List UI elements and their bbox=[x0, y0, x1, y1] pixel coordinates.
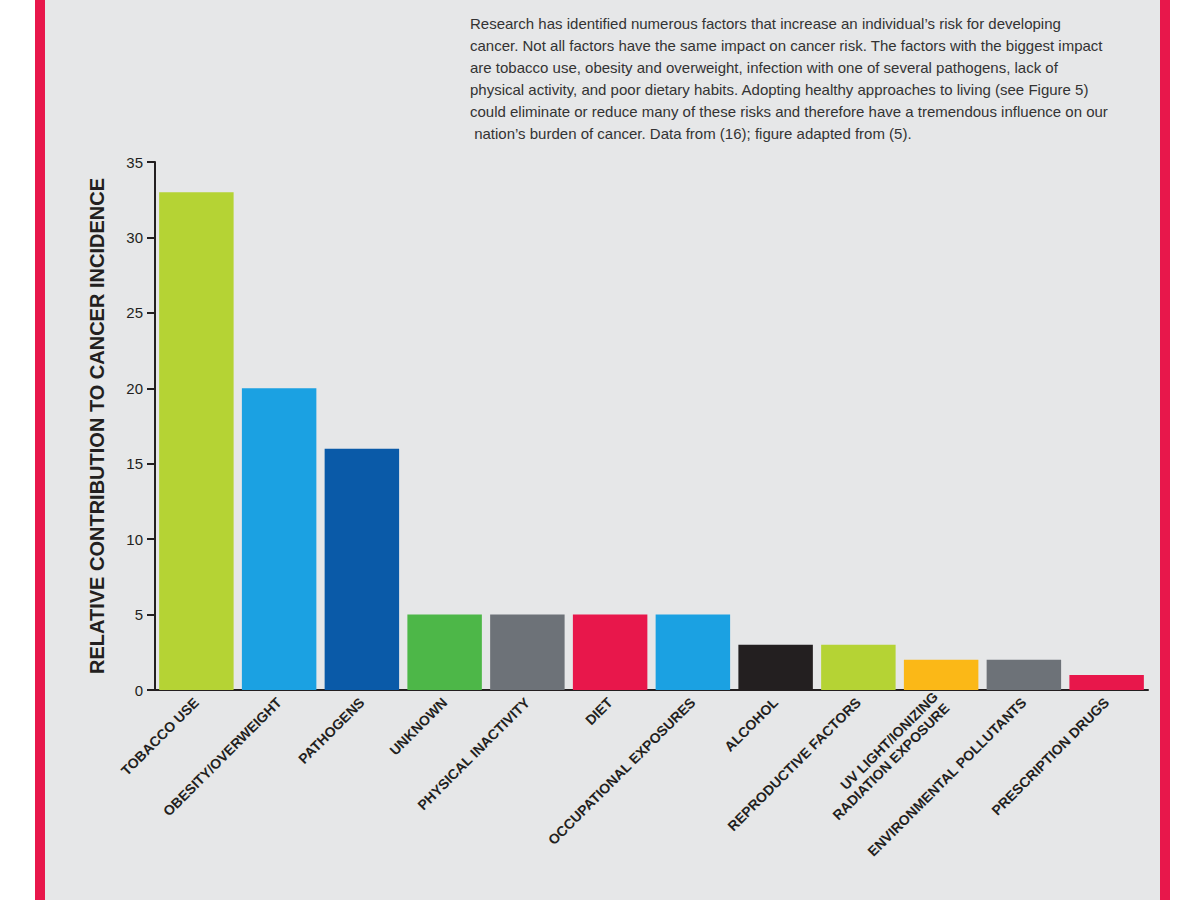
svg-text:cancer. Not all factors have t: cancer. Not all factors have the same im… bbox=[470, 37, 1107, 54]
svg-text:35: 35 bbox=[126, 154, 143, 171]
svg-text:Research has identified numero: Research has identified numerous factors… bbox=[470, 15, 1065, 32]
svg-text:RADIATION EXPOSURE: RADIATION EXPOSURE bbox=[829, 700, 952, 823]
svg-text:0: 0 bbox=[135, 682, 143, 699]
svg-text:ENVIRONMENTAL POLLUTANTS: ENVIRONMENTAL POLLUTANTS bbox=[864, 694, 1029, 859]
svg-text:PRESCRIPTION DRUGS: PRESCRIPTION DRUGS bbox=[988, 694, 1112, 818]
svg-text:nation’s burden of cancer. Dat: nation’s burden of cancer. Data from (16… bbox=[470, 125, 912, 142]
svg-text:physical activity, and poor di: physical activity, and poor dietary habi… bbox=[470, 81, 1093, 98]
svg-text:PHYSICAL INACTIVITY: PHYSICAL INACTIVITY bbox=[414, 694, 533, 813]
svg-text:DIET: DIET bbox=[582, 694, 616, 728]
svg-text:TOBACCO USE: TOBACCO USE bbox=[118, 694, 202, 778]
svg-text:PATHOGENS: PATHOGENS bbox=[295, 694, 367, 766]
svg-text:OBESITY/OVERWEIGHT: OBESITY/OVERWEIGHT bbox=[160, 694, 285, 819]
svg-text:OCCUPATIONAL EXPOSURES: OCCUPATIONAL EXPOSURES bbox=[545, 694, 699, 848]
svg-text:REPRODUCTIVE FACTORS: REPRODUCTIVE FACTORS bbox=[724, 694, 864, 834]
svg-text:25: 25 bbox=[126, 304, 143, 321]
svg-text:20: 20 bbox=[126, 380, 143, 397]
svg-text:10: 10 bbox=[126, 531, 143, 548]
svg-text:could eliminate or reduce many: could eliminate or reduce many of these … bbox=[470, 103, 1108, 120]
svg-text:RELATIVE CONTRIBUTION TO CANCE: RELATIVE CONTRIBUTION TO CANCER INCIDENC… bbox=[86, 178, 108, 674]
svg-text:are tobacco use, obesity and o: are tobacco use, obesity and overweight,… bbox=[470, 59, 1062, 76]
svg-text:ALCOHOL: ALCOHOL bbox=[721, 694, 782, 755]
svg-text:30: 30 bbox=[126, 229, 143, 246]
svg-text:UV LIGHT/IONIZING: UV LIGHT/IONIZING bbox=[837, 689, 941, 793]
svg-text:15: 15 bbox=[126, 455, 143, 472]
svg-text:5: 5 bbox=[135, 606, 143, 623]
svg-text:UNKNOWN: UNKNOWN bbox=[386, 694, 450, 758]
